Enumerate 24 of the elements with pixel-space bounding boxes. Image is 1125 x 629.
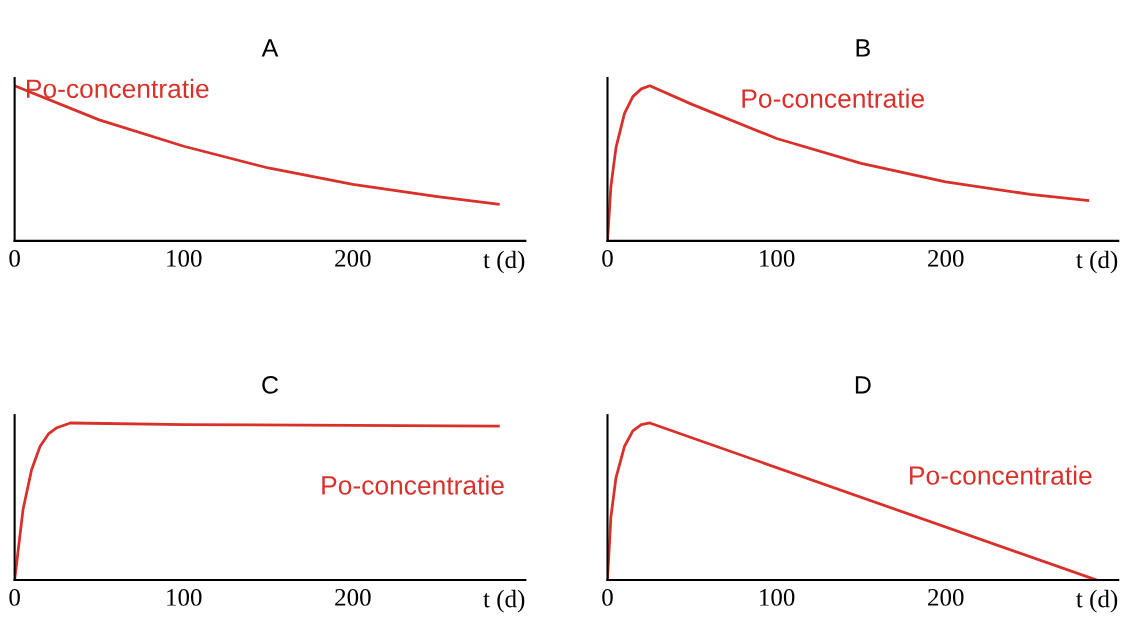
x-tick-label: 200 [335, 588, 371, 606]
chart-title: A [261, 39, 279, 57]
series-label: Po-concentratie [27, 78, 209, 99]
x-axis-title: t (d) [1076, 250, 1118, 274]
x-tick-label: 0 [602, 588, 613, 606]
chart-title: D [855, 376, 871, 394]
x-tick-label: 100 [760, 588, 795, 606]
x-axis-title: t (d) [483, 250, 525, 274]
x-tick-label: 100 [167, 588, 202, 606]
series-label: Po-concentratie [742, 88, 924, 108]
x-axis-title: t (d) [1076, 589, 1118, 613]
x-tick-label: 100 [760, 249, 795, 267]
series-label: Po-concentratie [910, 465, 1092, 485]
x-tick-label: 200 [928, 588, 964, 606]
x-tick-label: 100 [167, 249, 202, 267]
x-axis-title: t (d) [483, 589, 525, 613]
x-tick-label: 200 [928, 249, 964, 267]
x-tick-label: 0 [9, 588, 20, 606]
x-tick-label: 200 [335, 249, 371, 267]
chart-title: C [262, 376, 279, 394]
series-label: Po-concentratie [322, 475, 504, 495]
x-tick-label: 0 [9, 249, 20, 267]
x-tick-label: 0 [602, 249, 613, 267]
chart-title: B [856, 39, 870, 57]
